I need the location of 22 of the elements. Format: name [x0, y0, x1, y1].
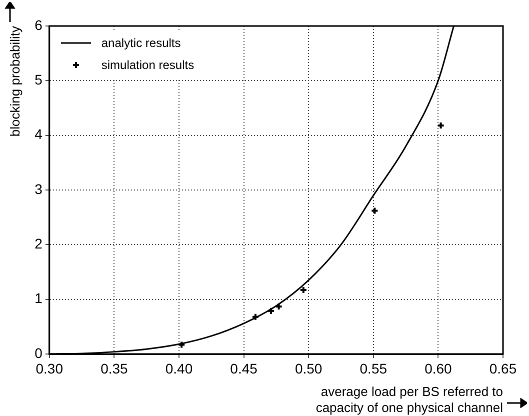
- x-tick-label: 0.50: [294, 360, 322, 376]
- y-tick-label: 1: [34, 290, 43, 306]
- point: [178, 340, 186, 349]
- y-tick-label: 0: [34, 344, 43, 361]
- y-axis-title: blocking probability: [7, 26, 22, 137]
- y-tick-label: 6: [34, 16, 43, 33]
- point: [251, 312, 260, 321]
- legend-label: simulation results: [101, 58, 194, 72]
- y-tick-label: 5: [34, 72, 43, 88]
- x-axis-title: average load per BS referred to capacity of one physical channel: [316, 384, 504, 415]
- point: [370, 206, 379, 215]
- y-tick-label: 3: [34, 180, 43, 197]
- x-tick-label: 0.30: [36, 360, 64, 376]
- x-tick-label: 0.55: [360, 360, 388, 376]
- x-tick-label: 0.60: [424, 360, 452, 376]
- x-tick-label: 0.35: [100, 360, 128, 376]
- legend-label: analytic results: [101, 36, 181, 50]
- x-tick-label: 0.65: [489, 360, 517, 376]
- y-tick-label: 2: [34, 236, 43, 252]
- x-tick-label: 0.40: [165, 360, 193, 376]
- x-tick-label: 0.45: [230, 360, 258, 376]
- y-tick-label: 4: [34, 126, 43, 142]
